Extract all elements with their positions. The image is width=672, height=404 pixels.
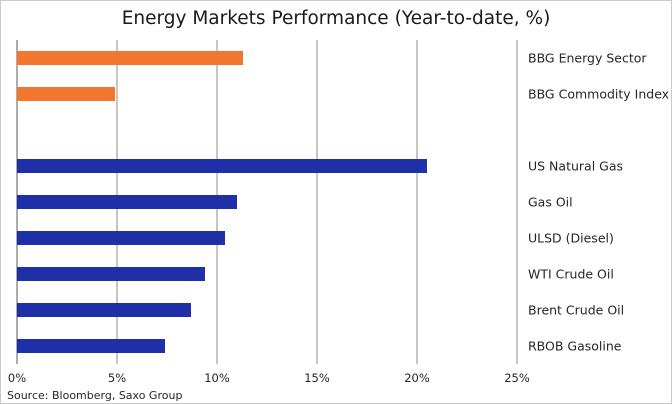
bar — [17, 339, 165, 353]
category-label: ULSD (Diesel) — [528, 231, 614, 246]
bar — [17, 51, 243, 65]
category-label: BBG Energy Sector — [528, 51, 647, 66]
category-label: WTI Crude Oil — [528, 267, 614, 282]
bar — [17, 231, 225, 245]
category-labels: BBG Energy Sector BBG Commodity Index US N… — [528, 51, 669, 354]
bar — [17, 159, 427, 173]
x-tick-label: 0% — [8, 371, 26, 385]
x-tick-label: 20% — [404, 371, 430, 385]
bar — [17, 195, 237, 209]
category-label: RBOB Gasoline — [528, 339, 622, 354]
x-tick-labels: 0% 5% 10% 15% 20% 25% — [8, 371, 530, 385]
chart-title: Energy Markets Performance (Year-to-date… — [122, 8, 551, 29]
category-label: Brent Crude Oil — [528, 303, 624, 318]
bar — [17, 87, 115, 101]
bar — [17, 303, 191, 317]
x-tick-label: 10% — [204, 371, 230, 385]
x-tick-label: 25% — [504, 371, 530, 385]
source-note: Source: Bloomberg, Saxo Group — [7, 389, 182, 402]
x-tick-label: 15% — [304, 371, 330, 385]
bars — [17, 51, 427, 353]
category-label: US Natural Gas — [528, 159, 623, 174]
category-label: BBG Commodity Index — [528, 87, 669, 102]
x-tick-label: 5% — [108, 371, 126, 385]
bar — [17, 267, 205, 281]
category-label: Gas Oil — [528, 195, 573, 210]
